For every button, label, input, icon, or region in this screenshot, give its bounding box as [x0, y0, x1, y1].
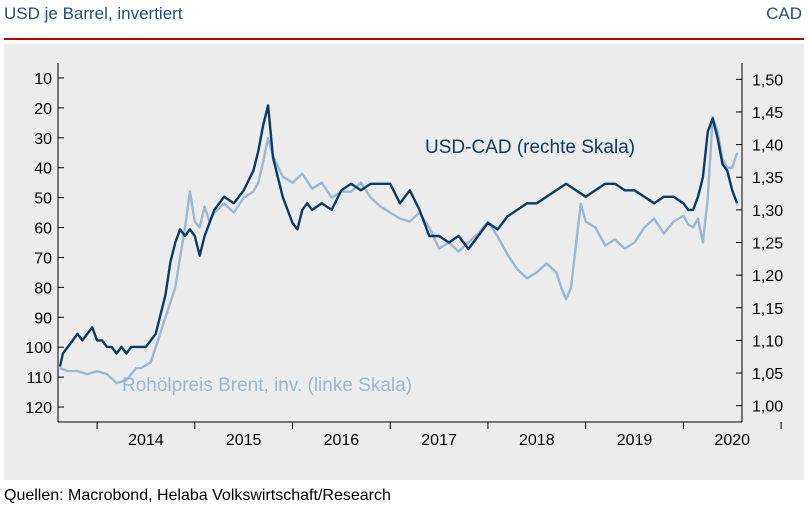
x-axis-tick-label: 2016: [324, 432, 360, 449]
x-axis-tick-label: 2014: [128, 432, 164, 449]
left-axis-tick-label: 10: [34, 71, 52, 88]
right-axis-tick-label: 1,00: [752, 399, 783, 416]
series-label-usdcad: USD-CAD (rechte Skala): [425, 137, 635, 158]
left-axis-tick-label: 120: [25, 400, 52, 417]
right-axis-tick-label: 1,45: [752, 105, 783, 122]
left-axis-tick-label: 60: [34, 221, 52, 238]
x-axis-tick-label: 2020: [714, 432, 750, 449]
series-line-brent: [59, 115, 739, 385]
left-axis-tick-label: 40: [34, 161, 52, 178]
chart-header-left: USD je Barrel, invertiert: [4, 4, 183, 23]
right-axis-tick-label: 1,30: [752, 203, 783, 220]
x-axis-tick-label: 2018: [519, 432, 555, 449]
left-axis-tick-label: 90: [34, 310, 52, 327]
right-axis-tick-label: 1,40: [752, 138, 783, 155]
left-axis-tick-label: 70: [34, 250, 52, 267]
right-axis-tick-label: 1,35: [752, 170, 783, 187]
left-axis-tick-label: 80: [34, 280, 52, 297]
right-axis-tick-label: 1,15: [752, 301, 783, 318]
x-axis-tick-label: 2019: [617, 432, 653, 449]
header-rule: [4, 38, 804, 40]
left-axis-tick-label: 20: [34, 101, 52, 118]
plot-background: [4, 44, 804, 480]
x-axis-tick-label: 2015: [226, 432, 262, 449]
right-axis-tick-label: 1,10: [752, 333, 783, 350]
source-note: Quellen: Macrobond, Helaba Volkswirtscha…: [4, 487, 391, 504]
right-axis-tick-label: 1,25: [752, 236, 783, 253]
left-axis-tick-label: 110: [26, 370, 52, 387]
x-axis-tick-label: 2017: [421, 432, 457, 449]
series-line-usdcad: [58, 104, 739, 367]
left-axis-tick-label: 100: [25, 340, 52, 357]
right-axis-tick-label: 1,20: [752, 268, 783, 285]
left-axis-tick-label: 50: [34, 191, 52, 208]
chart-header-right: CAD: [766, 4, 802, 23]
right-axis-tick-label: 1,05: [752, 366, 783, 383]
left-axis-tick-label: 30: [34, 131, 52, 148]
series-label-brent: Rohölpreis Brent, inv. (linke Skala): [122, 375, 412, 396]
right-axis-tick-label: 1,50: [752, 72, 783, 89]
